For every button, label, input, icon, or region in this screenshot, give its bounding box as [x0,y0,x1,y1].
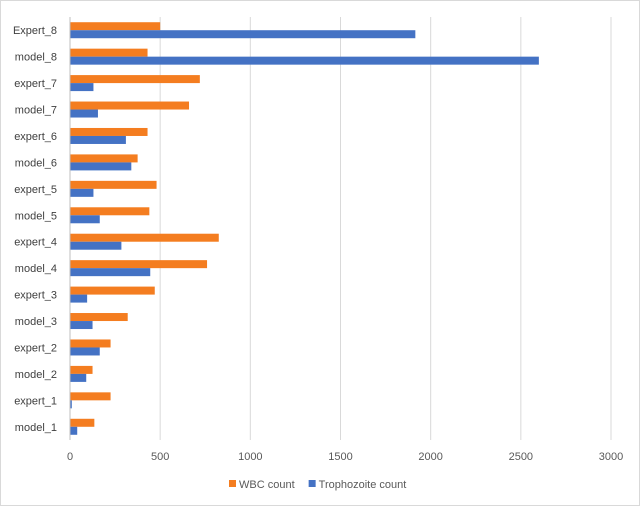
gridlines [159,17,612,440]
bar-expert_1-wbc-count [70,392,111,401]
bar-model_7-trophozoite-count [70,109,98,118]
bar-model_2-trophozoite-count [70,373,87,382]
bar-expert_2-wbc-count [70,339,111,348]
bar-model_8-wbc-count [70,48,148,57]
bar-model_6-wbc-count [70,154,138,163]
bar-expert_2-trophozoite-count [70,347,100,356]
legend-label: Trophozoite count [319,479,407,491]
x-tick-label: 3000 [599,451,623,463]
category-label: model_2 [15,369,57,381]
x-tick-label: 0 [67,451,73,463]
bar-expert_7-trophozoite-count [70,83,94,92]
x-tick-label: 500 [151,451,169,463]
bar-expert_1-trophozoite-count [70,400,72,409]
bar-model_8-trophozoite-count [70,56,539,65]
bar-expert_4-wbc-count [70,233,219,242]
bar-expert_5-wbc-count [70,180,157,189]
bar-model_4-trophozoite-count [70,268,151,277]
bar-expert_5-trophozoite-count [70,188,94,197]
bar-expert_7-wbc-count [70,75,200,84]
category-label: model_7 [15,105,57,117]
legend: WBC count Trophozoite count [229,479,406,491]
category-label: model_4 [15,263,57,275]
category-label: model_5 [15,210,57,222]
bar-model_1-wbc-count [70,418,95,427]
bar-model_6-trophozoite-count [70,162,132,171]
category-label: expert_2 [14,342,57,354]
bar-expert_4-trophozoite-count [70,241,122,250]
category-label: expert_7 [14,78,57,90]
bar-expert_6-wbc-count [70,127,148,136]
bar-expert_3-trophozoite-count [70,294,88,303]
bar-model_3-trophozoite-count [70,321,93,330]
bar-model_5-trophozoite-count [70,215,100,224]
category-label: model_6 [15,157,57,169]
category-label: model_3 [15,316,57,328]
bar-model_5-wbc-count [70,207,150,216]
category-labels: Expert_8 model_8 expert_7 model_7 expert_6mo… [13,25,57,434]
x-tick-label: 1000 [238,451,262,463]
bar-model_2-wbc-count [70,365,93,374]
x-tick-label: 1500 [328,451,352,463]
x-tick-label: 2500 [509,451,533,463]
x-tick-labels: 0 500 1000 1500 2000 2500 3000 [67,451,623,463]
bar-model_4-wbc-count [70,260,208,269]
bar-model_3-wbc-count [70,313,128,322]
bar-Expert_8-trophozoite-count [70,30,416,39]
category-label: expert_6 [14,131,57,143]
bar-Expert_8-wbc-count [70,22,161,31]
bar-expert_6-trophozoite-count [70,135,126,144]
bar-model_1-trophozoite-count [70,426,78,435]
category-label: Expert_8 [13,25,57,37]
category-label: expert_1 [14,395,57,407]
category-label: expert_5 [14,184,57,196]
category-label: expert_4 [14,237,57,249]
category-label: model_1 [15,422,57,434]
bar-model_7-wbc-count [70,101,190,110]
bars [70,22,539,435]
x-tick-label: 2000 [418,451,442,463]
category-label: model_8 [15,52,57,64]
legend-label: WBC count [239,479,295,491]
category-label: expert_3 [14,290,57,302]
legend-swatch [229,480,236,487]
legend-swatch [308,480,316,487]
bar-expert_3-wbc-count [70,286,155,295]
